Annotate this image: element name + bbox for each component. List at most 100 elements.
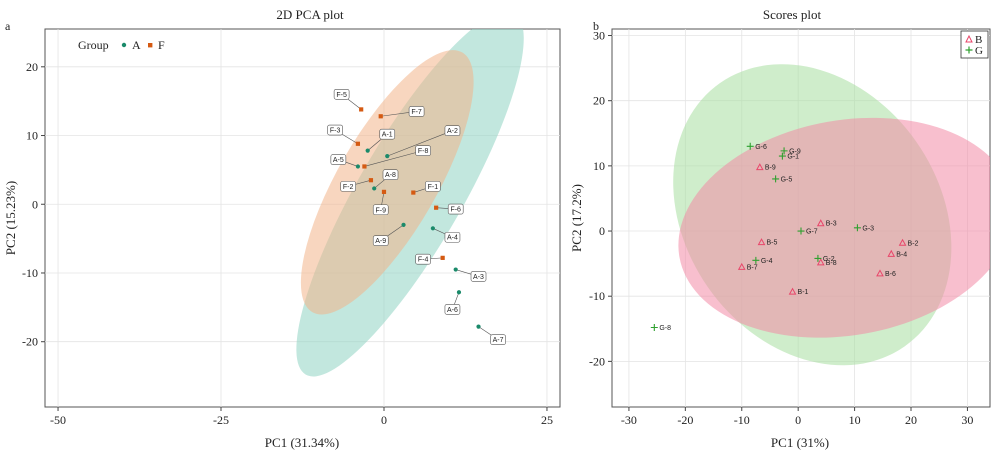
label-box-F-5	[333, 88, 350, 100]
point-label-G-5: G-5	[781, 176, 793, 183]
label-leader-A-2	[387, 130, 453, 157]
point-label-F-5: F-5	[336, 92, 347, 99]
point-label-A-7: A-7	[493, 337, 504, 344]
x-tick-label-b-20: 20	[905, 413, 917, 427]
point-B-4	[887, 249, 896, 257]
point-label-B-6: B-6	[885, 271, 896, 278]
ellipse-F	[300, 50, 474, 315]
point-A-7	[476, 324, 481, 329]
point-F-6	[434, 205, 439, 210]
point-B-1	[788, 287, 797, 295]
point-B-7	[737, 262, 746, 270]
legend-box-b	[960, 30, 989, 59]
label-box-A-1	[379, 128, 396, 140]
point-label-B-7: B-7	[747, 264, 758, 271]
point-label-G-4: G-4	[761, 258, 773, 265]
y-axis-label-b: PC2 (17.2%)	[569, 184, 584, 252]
point-label-A-3: A-3	[473, 274, 484, 281]
point-B-2	[898, 238, 907, 246]
y-axis-label-a: PC2 (15.23%)	[3, 181, 18, 255]
point-label-A-1: A-1	[382, 132, 393, 139]
label-box-F-3	[327, 124, 343, 136]
point-label-A-2: A-2	[447, 128, 458, 135]
x-tick-label-b-10: 10	[849, 413, 861, 427]
point-G-7	[797, 227, 805, 235]
label-box-F-7	[408, 106, 425, 117]
legend-label-A: A	[132, 38, 141, 52]
panel-letter-a: a	[5, 19, 11, 33]
point-B-5	[757, 238, 766, 246]
point-B-8	[816, 258, 825, 266]
point-label-F-7: F-7	[411, 109, 422, 116]
point-label-F-6: F-6	[450, 207, 461, 214]
plot-layer-b: B-1 B-2 B-3 B-4 B-5 B-6 B-7 B-8 B-9 G-1 G-2 G-3 G-4 G…	[612, 29, 990, 407]
y-tick-label-b--20: -20	[589, 354, 605, 368]
point-label-G-1: G-1	[787, 154, 799, 161]
x-tick-label-b--10: -10	[734, 413, 750, 427]
point-B-3	[816, 219, 825, 227]
point-F-8	[362, 164, 367, 169]
point-G-3	[853, 224, 861, 232]
point-label-G-2: G-2	[823, 256, 835, 263]
label-box-A-2	[444, 125, 461, 137]
point-label-A-6: A-6	[447, 307, 458, 314]
legend-label-F: F	[158, 38, 165, 52]
point-F-5	[359, 107, 364, 112]
legend-marker-F	[148, 43, 153, 48]
label-box-F-1	[425, 181, 441, 192]
point-F-2	[368, 178, 374, 183]
point-A-9	[401, 222, 406, 227]
point-label-F-9: F-9	[375, 207, 386, 214]
label-box-F-4	[415, 253, 431, 265]
y-tick-label-a-10: 10	[26, 129, 38, 143]
point-label-G-6: G-6	[755, 144, 767, 151]
point-A-6	[456, 290, 462, 295]
point-G-9	[780, 147, 788, 155]
label-box-F-9	[372, 204, 389, 216]
point-A-5	[355, 164, 361, 169]
point-label-B-3: B-3	[826, 221, 837, 228]
point-G-6	[746, 142, 754, 150]
y-tick-label-a--10: -10	[22, 266, 38, 280]
point-A-1	[365, 148, 370, 153]
point-F-7	[378, 114, 383, 119]
y-tick-label-b--10: -10	[589, 289, 605, 303]
label-box-A-6	[444, 304, 461, 315]
label-leader-F-8	[364, 150, 424, 167]
panel-a: a 2D PCA plot PC1 (31.34%) PC2 (15.23%) …	[3, 7, 561, 450]
x-tick-label-b-0: 0	[795, 413, 801, 427]
point-G-1	[778, 152, 786, 160]
chart-title-a: 2D PCA plot	[276, 7, 344, 22]
y-tick-label-b-10: 10	[593, 159, 605, 173]
point-label-G-7: G-7	[806, 229, 818, 236]
x-axis-label-b: PC1 (31%)	[771, 435, 829, 450]
y-tick-label-a--20: -20	[22, 335, 38, 349]
label-box-A-5	[330, 154, 347, 165]
point-F-1	[411, 190, 416, 195]
point-A-4	[430, 226, 435, 231]
point-G-4	[752, 256, 760, 264]
y-tick-label-b-20: 20	[593, 94, 605, 108]
y-tick-label-a-20: 20	[26, 60, 38, 74]
legend-marker-G	[965, 46, 973, 54]
point-A-8	[372, 186, 377, 191]
ellipse-B	[678, 117, 990, 338]
point-label-F-2: F-2	[343, 184, 354, 191]
point-label-B-8: B-8	[826, 260, 837, 267]
legend-marker-B	[965, 34, 973, 43]
point-label-A-8: A-8	[385, 172, 396, 179]
legend-label-G: G	[975, 45, 983, 57]
label-box-A-4	[444, 231, 461, 243]
point-label-B-1: B-1	[798, 289, 809, 296]
x-tick-label-a-0: 0	[381, 413, 387, 427]
legend-title-a: Group	[78, 38, 109, 52]
legend-label-B: B	[975, 34, 982, 46]
panel-letter-b: b	[593, 19, 599, 33]
point-G-5	[772, 175, 780, 183]
y-tick-label-b-30: 30	[593, 29, 605, 43]
x-tick-label-b-30: 30	[961, 413, 973, 427]
point-label-G-9: G-9	[789, 148, 801, 155]
point-G-8	[650, 323, 658, 331]
panel-b: b Scores plot PC1 (31%) PC2 (17.2%) B-1B…	[569, 7, 991, 450]
